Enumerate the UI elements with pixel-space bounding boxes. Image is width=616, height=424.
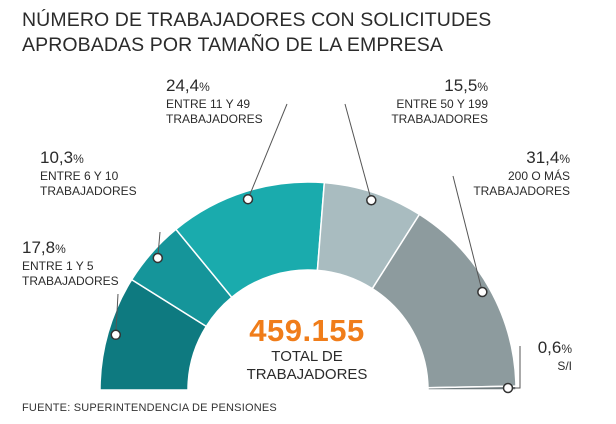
percent-sign: % [477, 80, 488, 94]
slice-value: 15,5 [444, 76, 478, 95]
total-caption-line2: TRABAJADORES [246, 366, 368, 383]
slice-label-50-a-199: 15,5% ENTRE 50 Y 199 TRABAJADORES [360, 76, 488, 127]
slice-label-line2: TRABAJADORES [473, 184, 570, 198]
slice-label-200-o-mas: 31,4% 200 O MÁS TRABAJADORES [448, 148, 570, 199]
slice-value: 10,3 [40, 148, 74, 167]
slice-value: 24,4 [166, 76, 200, 95]
slice-label-line1: ENTRE 1 Y 5 [22, 259, 94, 273]
slice-value: 0,6 [537, 338, 562, 357]
total-caption-line1: TOTAL DE [271, 348, 343, 365]
leader-line-4 [452, 175, 483, 293]
slice-label-s-i: 0,6% S/I [520, 338, 572, 374]
slice-label-line1: S/I [557, 359, 572, 373]
slice-5 [427, 385, 517, 391]
slice-label-line2: TRABAJADORES [40, 184, 137, 198]
leader-dot-1 [152, 252, 164, 264]
leader-dot-4 [477, 286, 488, 298]
percent-sign: % [559, 152, 570, 166]
leader-line-3 [344, 103, 372, 201]
slice-label-line1: ENTRE 11 Y 49 [166, 97, 251, 111]
slice-label-6-a-10: 10,3% ENTRE 6 Y 10 TRABAJADORES [40, 148, 137, 199]
slice-value: 17,8 [22, 238, 56, 257]
leader-dot-0 [110, 329, 122, 341]
slice-label-line1: ENTRE 6 Y 10 [40, 169, 119, 183]
chart-title: NÚMERO DE TRABAJADORES CON SOLICITUDES A… [22, 9, 492, 56]
slice-label-line2: TRABAJADORES [391, 112, 488, 126]
slice-label-line1: 200 O MÁS [507, 169, 570, 183]
slice-label-line1: ENTRE 50 Y 199 [396, 97, 488, 111]
leader-dot-2 [242, 193, 254, 205]
leader-line-2 [247, 103, 288, 200]
leader-dot-3 [366, 195, 377, 206]
slice-label-1-a-5: 17,8% ENTRE 1 Y 5 TRABAJADORES [22, 238, 119, 289]
percent-sign: % [73, 152, 84, 166]
total-value: 459.155 [249, 313, 365, 348]
leader-dot-5 [502, 382, 514, 394]
leader-line-0 [115, 293, 119, 335]
source-note: FUENTE: SUPERINTENDENCIA DE PENSIONES [22, 402, 277, 414]
percent-sign: % [561, 342, 572, 356]
percent-sign: % [55, 242, 66, 256]
slice-label-line2: TRABAJADORES [22, 274, 119, 288]
percent-sign: % [199, 80, 210, 94]
total-block: 459.155 TOTAL DE TRABAJADORES [212, 314, 402, 384]
slice-4 [371, 213, 517, 389]
slice-value: 31,4 [526, 148, 560, 167]
slice-label-11-a-49: 24,4% ENTRE 11 Y 49 TRABAJADORES [166, 76, 263, 127]
slice-label-line2: TRABAJADORES [166, 112, 263, 126]
